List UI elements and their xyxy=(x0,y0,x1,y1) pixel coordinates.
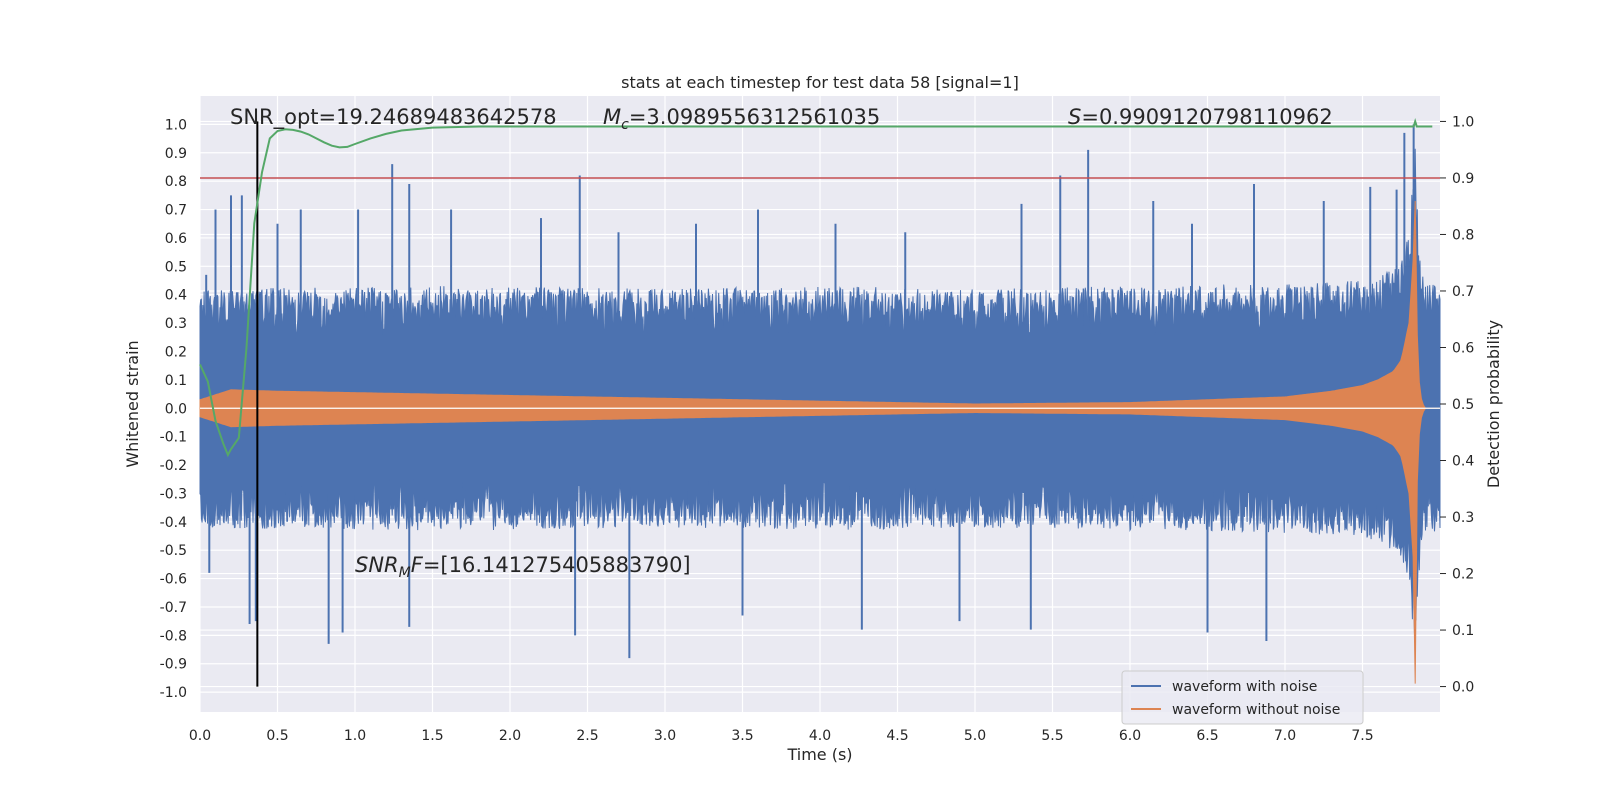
y2-tick-label: 0.4 xyxy=(1452,454,1474,470)
x-tick-label: 2.0 xyxy=(499,728,521,744)
x-tick-label: 5.0 xyxy=(964,728,986,744)
legend-label-noise: waveform with noise xyxy=(1172,679,1317,695)
y2-tick-label: 0.2 xyxy=(1452,567,1474,583)
annotation-mc: Mc=3.0989556312561035 xyxy=(603,105,880,133)
y-tick-label: -0.6 xyxy=(160,572,187,588)
y2-tick-label: 0.0 xyxy=(1452,680,1474,696)
y2-tick-label: 0.6 xyxy=(1452,340,1474,356)
y2-tick-label: 0.1 xyxy=(1452,623,1474,639)
x-tick-label: 0.0 xyxy=(189,728,211,744)
y-tick-label: -0.4 xyxy=(160,515,187,531)
x-axis-ticks: 0.0 0.5 1.0 1.5 2.0 2.5 3.0 3.5 4.0 4.5 5.0 5.5 6.0 6… xyxy=(189,728,1374,744)
x-tick-label: 1.5 xyxy=(421,728,443,744)
waveform-with-noise-series xyxy=(199,124,1441,659)
chart-title: stats at each timestep for test data 58 … xyxy=(621,73,1019,92)
y-tick-label: 1.0 xyxy=(165,117,187,133)
y2-tick-label: 1.0 xyxy=(1452,114,1474,130)
y-tick-label: -0.8 xyxy=(160,628,187,644)
y-tick-label: 0.4 xyxy=(165,288,187,304)
x-tick-label: 6.0 xyxy=(1119,728,1141,744)
y-tick-label: 0.2 xyxy=(165,344,187,360)
x-tick-label: 6.5 xyxy=(1196,728,1218,744)
x-tick-label: 5.5 xyxy=(1041,728,1063,744)
y-tick-label: 0.5 xyxy=(165,259,187,275)
y-tick-label: 0.0 xyxy=(165,401,187,417)
legend: waveform with noise waveform without noi… xyxy=(1121,670,1364,725)
noise-band xyxy=(199,148,1441,635)
annotation-s-value: =0.9909120798110962 xyxy=(1081,105,1332,129)
y-tick-label: -0.3 xyxy=(160,486,187,502)
y-tick-label: 0.3 xyxy=(165,316,187,332)
x-tick-label: 2.5 xyxy=(576,728,598,744)
y2-tick-label: 0.7 xyxy=(1452,284,1474,300)
x-tick-label: 1.0 xyxy=(344,728,366,744)
legend-label-clean: waveform without noise xyxy=(1172,702,1340,718)
x-tick-label: 4.5 xyxy=(886,728,908,744)
x-tick-label: 3.0 xyxy=(654,728,676,744)
y-tick-label: 0.7 xyxy=(165,203,187,219)
annotation-snr-mf: SNRMF=[16.141275405883790] xyxy=(355,553,691,581)
y2-tick-label: 0.3 xyxy=(1452,510,1474,526)
y-tick-label: 0.8 xyxy=(165,174,187,190)
y2-tick-label: 0.5 xyxy=(1452,397,1474,413)
x-tick-label: 3.5 xyxy=(731,728,753,744)
y-tick-label: -0.7 xyxy=(160,600,187,616)
y-axis-ticks: 1.0 0.9 0.8 0.7 0.6 0.5 0.4 0.3 0.2 0.1 0.0 -0.1 -0.… xyxy=(160,117,187,701)
y2-tick-label: 0.9 xyxy=(1452,171,1474,187)
x-tick-label: 4.0 xyxy=(809,728,831,744)
y2-axis-label: Detection probability xyxy=(1484,320,1503,488)
y2-axis-ticks: 1.0 0.9 0.8 0.7 0.6 0.5 0.4 0.3 0.2 0.1 0.0 xyxy=(1440,114,1474,696)
y-tick-label: -0.2 xyxy=(160,458,187,474)
y-axis-label: Whitened strain xyxy=(123,340,142,467)
y-tick-label: -0.5 xyxy=(160,543,187,559)
x-tick-label: 7.0 xyxy=(1274,728,1296,744)
y-tick-label: 0.6 xyxy=(165,231,187,247)
annotation-snr-opt: SNR_opt=19.24689483642578 xyxy=(230,105,557,130)
annotation-mc-value: =3.0989556312561035 xyxy=(629,105,880,129)
detection-probability-line xyxy=(199,117,1433,458)
y-tick-label: 0.1 xyxy=(165,373,187,389)
y2-tick-label: 0.8 xyxy=(1452,227,1474,243)
annotation-snr-mf-value: =[16.141275405883790] xyxy=(423,553,691,577)
legend-box xyxy=(1121,670,1364,725)
x-axis-label: Time (s) xyxy=(786,745,852,764)
annotation-s: S=0.9909120798110962 xyxy=(1068,105,1333,129)
y-tick-label: -1.0 xyxy=(160,685,187,701)
y-tick-label: 0.9 xyxy=(165,146,187,162)
y-tick-label: -0.9 xyxy=(160,657,187,673)
y-tick-label: -0.1 xyxy=(160,430,187,446)
x-tick-label: 7.5 xyxy=(1351,728,1373,744)
x-tick-label: 0.5 xyxy=(266,728,288,744)
waveform-without-noise-series xyxy=(199,200,1440,684)
